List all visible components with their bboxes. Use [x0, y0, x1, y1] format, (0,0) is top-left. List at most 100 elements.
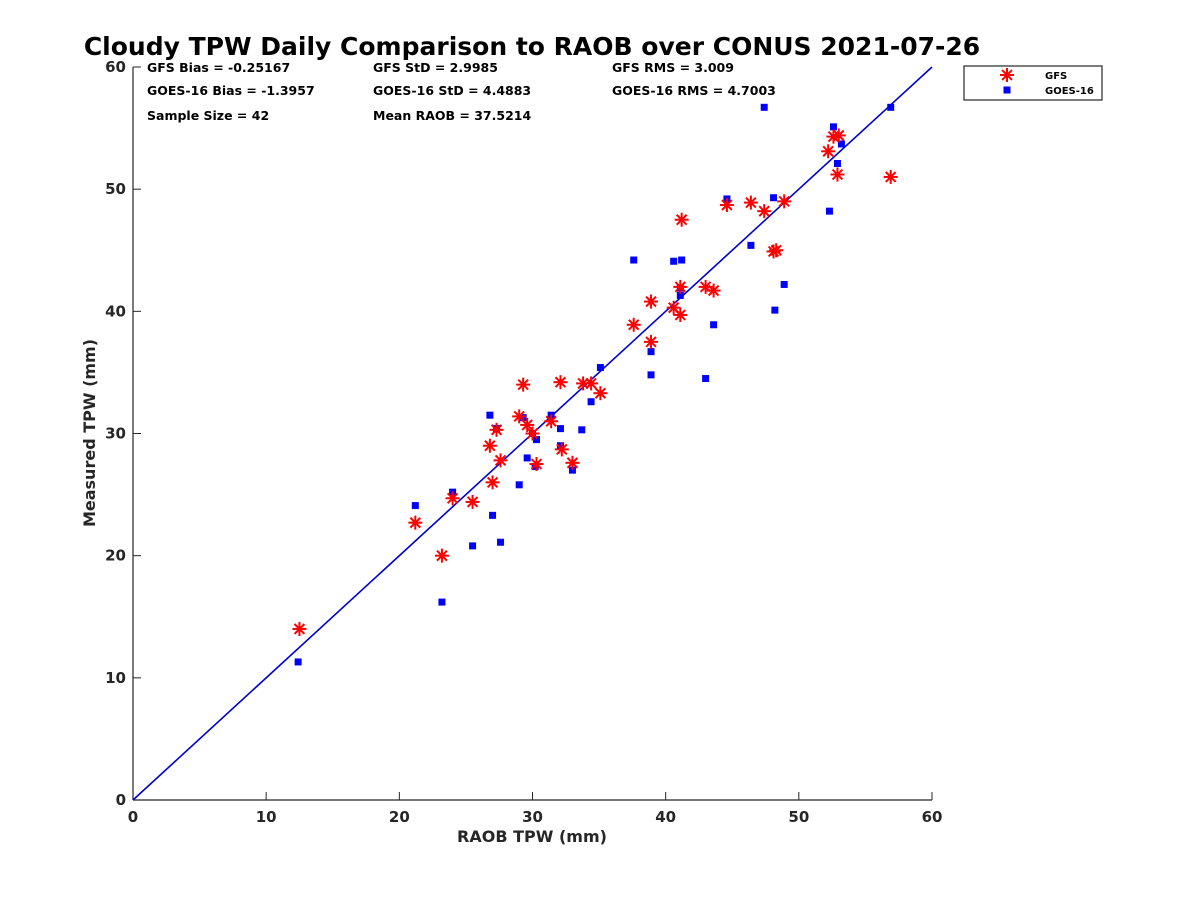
stat-mean-raob: Mean RAOB = 37.5214	[373, 108, 531, 123]
point-goes-16	[833, 160, 841, 168]
series-gfs	[292, 128, 898, 636]
point-goes-16	[411, 502, 419, 510]
point-gfs	[626, 317, 641, 332]
point-gfs	[757, 204, 772, 219]
point-gfs	[706, 283, 721, 298]
point-gfs	[553, 375, 568, 390]
point-gfs	[525, 426, 540, 441]
point-gfs	[512, 409, 527, 424]
y-tick-label: 50	[105, 180, 126, 198]
y-tick-label: 30	[105, 425, 126, 443]
legend-label-goes-16: GOES-16	[1045, 86, 1094, 97]
point-gfs	[673, 307, 688, 322]
point-goes-16	[780, 280, 788, 288]
point-gfs	[465, 494, 480, 509]
point-gfs	[584, 376, 599, 391]
y-tick-label: 40	[105, 302, 126, 320]
point-goes-16	[519, 414, 527, 422]
point-gfs	[485, 475, 500, 490]
point-gfs	[743, 195, 758, 210]
x-axis-ticks: 0 10 20 30 40 50 60	[128, 792, 943, 826]
point-gfs	[544, 414, 559, 429]
point-goes-16	[578, 426, 586, 434]
point-goes-16	[294, 658, 302, 666]
point-goes-16	[523, 454, 531, 462]
point-gfs	[554, 442, 569, 457]
point-gfs	[673, 279, 688, 294]
point-gfs	[644, 294, 659, 309]
point-goes-16	[438, 598, 446, 606]
legend-marker-goes-16	[1003, 86, 1011, 94]
point-goes-16	[887, 103, 895, 111]
point-gfs	[516, 377, 531, 392]
point-goes-16	[670, 257, 678, 265]
point-goes-16	[760, 103, 768, 111]
point-gfs	[482, 438, 497, 453]
legend: GFS GOES-16	[963, 65, 1103, 101]
point-goes-16	[556, 442, 564, 450]
point-goes-16	[469, 542, 477, 550]
x-tick-label: 0	[128, 808, 138, 826]
y-tick-label: 10	[105, 669, 126, 687]
y-tick-label: 60	[105, 58, 126, 76]
point-gfs	[821, 144, 836, 159]
series-goes-16	[294, 103, 895, 666]
point-gfs	[769, 243, 784, 258]
statistics-annotations: GFS Bias = -0.25167 GFS StD = 2.9985 GFS…	[147, 60, 776, 123]
y-axis-ticks: 0 10 20 30 40 50 60	[105, 58, 141, 809]
x-tick-label: 20	[389, 808, 410, 826]
point-goes-16	[678, 256, 686, 264]
point-gfs	[644, 334, 659, 349]
point-goes-16	[497, 538, 505, 546]
y-axis-label: Measured TPW (mm)	[80, 339, 99, 527]
x-tick-label: 50	[788, 808, 809, 826]
x-axis-label: RAOB TPW (mm)	[457, 827, 607, 846]
point-goes-16	[647, 348, 655, 356]
point-goes-16	[486, 411, 494, 419]
legend-box	[963, 65, 1103, 101]
x-tick-label: 10	[256, 808, 277, 826]
point-goes-16	[532, 436, 540, 444]
stat-goes-rms: GOES-16 RMS = 4.7003	[612, 83, 776, 98]
stat-goes-std: GOES-16 StD = 4.4883	[373, 83, 531, 98]
point-goes-16	[770, 194, 778, 202]
point-gfs	[830, 167, 845, 182]
point-goes-16	[747, 241, 755, 249]
point-gfs	[434, 548, 449, 563]
point-goes-16	[596, 364, 604, 372]
point-goes-16	[702, 375, 710, 383]
point-gfs	[674, 212, 689, 227]
point-goes-16	[630, 256, 638, 264]
point-goes-16	[568, 466, 576, 474]
x-tick-label: 40	[655, 808, 676, 826]
data-points	[292, 103, 898, 666]
y-tick-label: 0	[116, 791, 126, 809]
point-gfs	[489, 422, 504, 437]
point-gfs	[520, 417, 535, 432]
point-gfs	[408, 515, 423, 530]
x-tick-label: 60	[922, 808, 943, 826]
point-goes-16	[771, 306, 779, 314]
point-goes-16	[489, 511, 497, 519]
point-gfs	[831, 128, 846, 143]
legend-label-gfs: GFS	[1045, 71, 1067, 82]
point-goes-16	[829, 123, 837, 131]
point-goes-16	[837, 140, 845, 148]
stat-gfs-rms: GFS RMS = 3.009	[612, 60, 734, 75]
stat-gfs-bias: GFS Bias = -0.25167	[147, 60, 290, 75]
point-goes-16	[710, 321, 718, 329]
point-goes-16	[587, 398, 595, 406]
point-gfs	[565, 455, 580, 470]
chart-title: Cloudy TPW Daily Comparison to RAOB over…	[84, 32, 980, 61]
point-gfs	[883, 169, 898, 184]
point-goes-16	[647, 371, 655, 379]
stat-sample-size: Sample Size = 42	[147, 108, 269, 123]
stat-goes-bias: GOES-16 Bias = -1.3957	[147, 83, 315, 98]
y-tick-label: 20	[105, 547, 126, 565]
point-goes-16	[515, 481, 523, 489]
point-goes-16	[825, 207, 833, 215]
point-gfs	[529, 457, 544, 472]
point-goes-16	[556, 425, 564, 433]
x-tick-label: 30	[522, 808, 543, 826]
